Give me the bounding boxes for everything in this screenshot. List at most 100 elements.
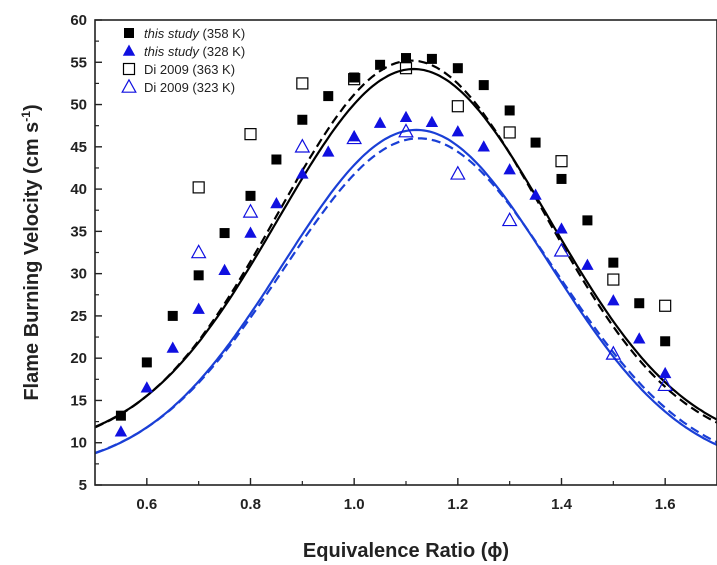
series-2-point-2 bbox=[140, 381, 154, 393]
series-2-point-22 bbox=[658, 366, 672, 379]
series-1-point-12 bbox=[401, 53, 411, 64]
series-1-point-10 bbox=[349, 72, 360, 83]
series-3-point-9 bbox=[607, 273, 620, 286]
fit-curve-1 bbox=[94, 67, 717, 428]
x-tick-label: 1.4 bbox=[551, 496, 573, 513]
series-4-point-3 bbox=[294, 138, 311, 153]
y-tick-label: 50 bbox=[70, 97, 87, 114]
series-2-point-14 bbox=[451, 125, 465, 137]
series-1-point-22 bbox=[660, 336, 671, 347]
series-2-point-11 bbox=[373, 116, 387, 128]
series-2-point-6 bbox=[244, 226, 257, 238]
legend-marker-1 bbox=[124, 28, 134, 38]
series-1-point-7 bbox=[271, 154, 282, 165]
legend-marker-4 bbox=[121, 78, 137, 93]
x-tick-label: 0.6 bbox=[136, 496, 157, 513]
series-2-point-16 bbox=[503, 163, 516, 175]
series-1-point-1 bbox=[115, 410, 126, 421]
series-2-point-5 bbox=[218, 263, 231, 275]
fit-curve-4 bbox=[94, 137, 717, 454]
legend-label-1: this study (358 K) bbox=[144, 26, 245, 41]
x-tick-label: 1.0 bbox=[344, 496, 365, 513]
x-tick-label: 1.6 bbox=[655, 496, 676, 513]
y-tick-label: 10 bbox=[70, 435, 87, 452]
y-tick-label: 15 bbox=[70, 392, 87, 409]
series-4-point-7 bbox=[501, 211, 518, 227]
legend-label-2: this study (328 K) bbox=[144, 44, 245, 59]
series-3-point-2 bbox=[244, 128, 257, 141]
series-1-point-11 bbox=[375, 59, 386, 70]
series-2-point-15 bbox=[477, 140, 490, 152]
series-4-point-9 bbox=[605, 345, 622, 360]
series-3-point-4 bbox=[348, 73, 361, 86]
series-3-point-3 bbox=[296, 77, 309, 90]
y-axis-title-main: Flame Burning Velocity (cm s bbox=[21, 122, 43, 401]
series-2-point-12 bbox=[399, 110, 413, 122]
y-tick-label: 25 bbox=[70, 308, 87, 325]
series-1-point-18 bbox=[556, 173, 567, 184]
series-4-point-8 bbox=[553, 242, 570, 257]
y-tick-label: 60 bbox=[70, 12, 87, 29]
series-1-point-16 bbox=[504, 105, 515, 116]
x-tick-label: 0.8 bbox=[240, 496, 261, 513]
series-2-point-7 bbox=[270, 196, 283, 209]
series-2-point-3 bbox=[166, 341, 179, 353]
x-axis-title: Equivalence Ratio (ϕ) bbox=[303, 540, 509, 562]
series-2-point-9 bbox=[322, 145, 335, 157]
series-1-point-2 bbox=[141, 357, 152, 368]
series-2-point-4 bbox=[192, 302, 205, 314]
axis-ticks: 0.6 0.8 1.0 1.2 1.4 1.6 5 10 15 20 25 30 35 40 45 50 55 6… bbox=[70, 12, 675, 513]
y-tick-label: 55 bbox=[70, 54, 87, 71]
series-1-point-4 bbox=[193, 270, 204, 281]
y-axis-title-close: ) bbox=[21, 104, 43, 111]
series-2-point-20 bbox=[607, 294, 620, 306]
y-tick-label: 45 bbox=[70, 139, 87, 156]
series-1-point-20 bbox=[608, 257, 619, 268]
series-2-point-21 bbox=[633, 332, 646, 344]
y-axis-title-superscript: -1 bbox=[19, 111, 33, 122]
series-3-point-6 bbox=[451, 100, 464, 113]
series-4-point-10 bbox=[657, 376, 674, 392]
series-4-point-2 bbox=[242, 203, 259, 218]
legend-label-3: Di 2009 (363 K) bbox=[144, 62, 235, 77]
series-2-point-17 bbox=[529, 188, 542, 200]
legend-marker-2 bbox=[122, 44, 136, 56]
y-axis-title: Flame Burning Velocity (cm s-1) bbox=[19, 104, 43, 400]
y-tick-label: 40 bbox=[70, 181, 87, 198]
series-1-point-15 bbox=[478, 80, 489, 91]
series-1-point-3 bbox=[167, 310, 178, 321]
series-1-point-21 bbox=[634, 298, 645, 309]
series-1-point-8 bbox=[297, 114, 308, 125]
series-1-point-19 bbox=[582, 215, 593, 226]
series-1-point-17 bbox=[530, 137, 541, 148]
y-tick-label: 30 bbox=[70, 266, 87, 283]
series-1-point-5 bbox=[219, 228, 230, 239]
series-4-point-4 bbox=[346, 129, 363, 145]
series-2-point-19 bbox=[581, 258, 594, 270]
x-tick-label: 1.2 bbox=[447, 496, 468, 513]
legend-marker-3 bbox=[122, 62, 136, 76]
legend: this study (358 K) this study (328 K) Di 2… bbox=[121, 26, 245, 95]
series-4-point-5 bbox=[398, 123, 414, 138]
y-tick-label: 5 bbox=[79, 477, 87, 494]
series-2-point-18 bbox=[555, 222, 568, 234]
series-3-point-1 bbox=[192, 181, 205, 194]
series-2-point-8 bbox=[296, 167, 309, 179]
series-3-point-10 bbox=[659, 299, 672, 312]
y-tick-label: 20 bbox=[70, 350, 87, 367]
series-3-point-8 bbox=[555, 155, 568, 168]
y-tick-label: 35 bbox=[70, 223, 87, 240]
series-4-point-1 bbox=[190, 244, 207, 259]
series-1-point-14 bbox=[452, 63, 463, 74]
fit-curve-3 bbox=[94, 128, 717, 455]
series-1-point-6 bbox=[245, 190, 256, 201]
legend-label-4: Di 2009 (323 K) bbox=[144, 80, 235, 95]
series-1-point-13 bbox=[426, 53, 437, 64]
data-points bbox=[114, 53, 674, 437]
series-4-point-6 bbox=[449, 165, 466, 180]
series-1-point-9 bbox=[323, 91, 334, 102]
series-2-point-1 bbox=[114, 425, 128, 437]
series-3-point-5 bbox=[399, 62, 413, 75]
series-2-point-13 bbox=[425, 115, 439, 128]
